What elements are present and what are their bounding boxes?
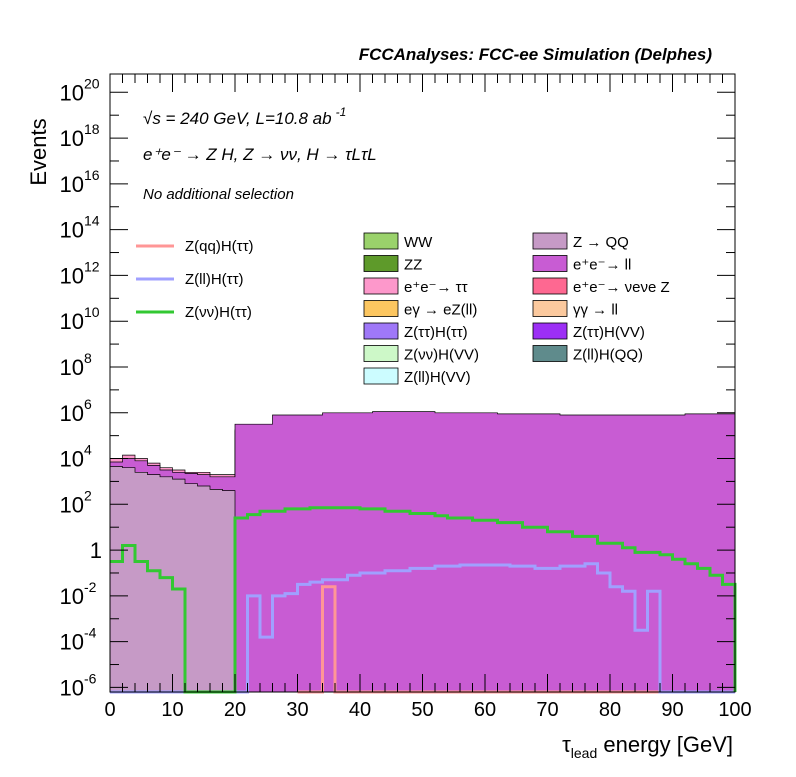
- annotation-process: e⁺e⁻ → Z H, Z → νν, H → τLτL: [143, 145, 377, 164]
- x-tick-label: 90: [661, 699, 683, 721]
- legend-label-z-ll-h-vv: Z(ll)H(VV): [404, 369, 471, 386]
- y-tick-label: 10: [60, 263, 84, 288]
- legend-swatch-ww: [363, 232, 399, 250]
- legend-label-zz: ZZ: [404, 257, 422, 274]
- legend-swatch-z-qq: [532, 232, 568, 250]
- y-tick-label: 10: [60, 126, 84, 151]
- y-tick-label: 1: [90, 538, 102, 563]
- x-axis-label: τlead energy [GeV]: [562, 732, 733, 761]
- annotation-energy: √s = 240 GeV, L=10.8 ab -1: [143, 105, 346, 128]
- legend-swatch-z-h-vv: [363, 345, 399, 362]
- x-tick-label: 100: [718, 699, 751, 721]
- y-tick-label-exponent: 4: [84, 442, 92, 458]
- x-tick-label: 50: [411, 699, 433, 721]
- x-axis-label-main: τ: [562, 732, 571, 757]
- line-z-h: [110, 506, 737, 694]
- y-tick-label: 10: [60, 218, 84, 243]
- legend-swatch-e-e: [363, 277, 399, 295]
- stack-e-e-ll: [109, 411, 736, 693]
- x-tick-label: 10: [161, 699, 183, 721]
- y-tick-label-exponent: 14: [84, 213, 100, 229]
- legend-swatch-z-h-vv: [532, 322, 568, 340]
- x-tick-label: 30: [286, 699, 308, 721]
- legend-label-z-qq-h: Z(qq)H(ττ): [185, 238, 254, 255]
- legend-swatch-z-ll-h-vv: [363, 367, 399, 385]
- legend-label-e-e: e⁺e⁻→ ττ: [404, 279, 468, 296]
- y-tick-label: 10: [60, 309, 84, 334]
- x-axis-label-sub: lead: [571, 745, 597, 761]
- legend-swatch-z-ll-h-qq: [532, 345, 568, 362]
- y-tick-label: 10: [60, 80, 84, 105]
- y-tick-label-exponent: 6: [84, 396, 92, 412]
- y-tick-label-exponent: 10: [84, 304, 100, 320]
- y-tick-label-exponent: 8: [84, 350, 92, 366]
- y-tick-label: 10: [60, 675, 84, 700]
- x-tick-label: 40: [349, 699, 371, 721]
- y-tick-label: 10: [60, 492, 84, 517]
- annotation-energy-text: √s = 240 GeV, L=10.8 ab: [143, 109, 332, 128]
- y-tick-label: 10: [60, 172, 84, 197]
- legend-label-e-e-ll: e⁺e⁻→ ll: [573, 257, 631, 274]
- annotation-selection: No additional selection: [143, 186, 294, 203]
- x-tick-label: 60: [474, 699, 496, 721]
- legend-label-z-h-vv: Z(νν)H(VV): [404, 347, 479, 364]
- legend-label-z-qq: Z → QQ: [573, 234, 629, 251]
- legend-swatch-e-e-e-e-z: [532, 277, 568, 295]
- x-tick-label: 20: [224, 699, 246, 721]
- legend-label-ll: γγ → ll: [573, 302, 618, 319]
- y-tick-label-exponent: -4: [84, 625, 97, 641]
- legend-label-z-h: Z(ττ)H(ττ): [404, 324, 468, 341]
- legend-swatch-ll: [532, 300, 568, 317]
- legend-label-z-ll-h-qq: Z(ll)H(QQ): [573, 347, 643, 364]
- legend-label-z-ll-h: Z(ll)H(ττ): [185, 271, 244, 288]
- y-tick-label: 10: [60, 630, 84, 655]
- legend-swatch-zz: [363, 255, 399, 272]
- legend-label-z-h: Z(νν)H(ττ): [185, 304, 252, 321]
- legend-label-z-h-vv: Z(ττ)H(VV): [573, 324, 645, 341]
- y-tick-label: 10: [60, 401, 84, 426]
- legend-swatch-e-ez-ll: [363, 300, 399, 317]
- x-tick-label: 0: [104, 699, 115, 721]
- y-tick-label-exponent: 18: [84, 121, 100, 137]
- legend-swatch-z-h: [363, 322, 399, 340]
- legend-label-ww: WW: [404, 234, 433, 251]
- y-tick-label: 10: [60, 355, 84, 380]
- legend-label-e-ez-ll: eγ → eZ(ll): [404, 302, 477, 319]
- y-axis-label: Events: [26, 118, 51, 185]
- y-tick-label-exponent: -2: [84, 579, 97, 595]
- legend-swatch-e-e-ll: [532, 255, 568, 272]
- stack-z-qq: [109, 466, 248, 693]
- legend-label-e-e-e-e-z: e⁺e⁻→ νeνe Z: [573, 279, 670, 296]
- y-tick-label-exponent: 2: [84, 487, 92, 503]
- x-tick-label: 80: [599, 699, 621, 721]
- y-tick-label-exponent: -6: [84, 670, 97, 686]
- line-z-ll-h: [110, 562, 735, 694]
- x-tick-label: 70: [536, 699, 558, 721]
- y-tick-label-exponent: 16: [84, 167, 100, 183]
- y-tick-label-exponent: 20: [84, 75, 100, 91]
- x-axis-label-rest: energy [GeV]: [597, 732, 733, 757]
- annotation-lumi-sup: -1: [336, 105, 347, 119]
- y-tick-label-exponent: 12: [84, 258, 100, 274]
- chart-title: FCCAnalyses: FCC-ee Simulation (Delphes): [359, 45, 713, 64]
- y-tick-label: 10: [60, 447, 84, 472]
- y-tick-label: 10: [60, 584, 84, 609]
